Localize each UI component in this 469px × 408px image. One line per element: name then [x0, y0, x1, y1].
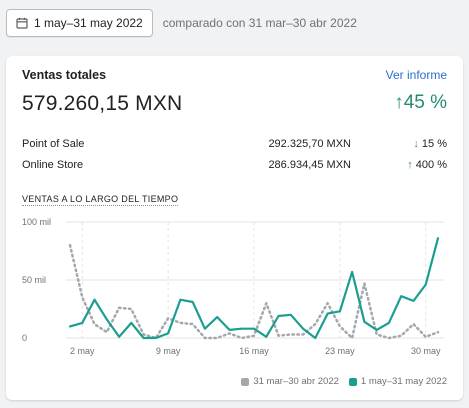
channel-change-value: 400 % — [415, 159, 447, 171]
channel-row-pos: Point of Sale 292.325,70 MXN ↓ 15 % — [22, 138, 447, 152]
legend-swatch — [348, 377, 357, 386]
x-tick-label: 2 may — [70, 346, 95, 356]
y-tick-label: 50 mil — [22, 275, 46, 285]
y-tick-label: 0 — [22, 333, 27, 343]
series-line-previous — [68, 243, 440, 340]
legend-label: 1 may–31 may 2022 — [360, 376, 447, 387]
growth-indicator: ↑45 % — [394, 92, 447, 114]
chart-title: VENTAS A LO LARGO DEL TIEMPO — [22, 194, 179, 206]
channel-change-value: 15 % — [421, 138, 447, 150]
arrow-up-icon: ↑ — [394, 92, 404, 113]
y-tick-label: 100 mil — [22, 217, 51, 227]
total-sales-card: Ventas totales Ver informe 579.260,15 MX… — [6, 56, 463, 400]
legend-swatch — [241, 377, 250, 386]
date-controls: 1 may–31 may 2022 comparado con 31 mar–3… — [6, 8, 357, 38]
channel-label: Point of Sale — [22, 138, 85, 150]
x-tick-label: 30 may — [411, 346, 441, 356]
channel-change: ↓ 15 % — [413, 138, 447, 150]
channel-row-online: Online Store 286.934,45 MXN ↑ 400 % — [22, 159, 447, 173]
channel-label: Online Store — [22, 159, 84, 171]
channel-value: 286.934,45 MXN — [268, 159, 351, 171]
card-title: Ventas totales — [22, 68, 107, 82]
chart-legend: 31 mar–30 abr 2022 1 may–31 may 2022 — [241, 376, 447, 387]
compare-text: comparado con 31 mar–30 abr 2022 — [162, 16, 357, 30]
x-tick-label: 23 may — [325, 346, 355, 356]
calendar-icon — [16, 17, 28, 29]
series-line-current — [68, 237, 440, 340]
x-tick-label: 16 may — [239, 346, 269, 356]
arrow-down-icon: ↓ — [413, 138, 419, 150]
legend-item-previous[interactable]: 31 mar–30 abr 2022 — [241, 376, 339, 387]
legend-item-current[interactable]: 1 may–31 may 2022 — [348, 376, 447, 387]
total-sales-value: 579.260,15 MXN — [22, 92, 183, 115]
sales-over-time-chart: 100 mil 50 mil 0 2 may 9 may 16 may 23 may 30 m… — [22, 217, 444, 356]
channel-change: ↑ 400 % — [407, 159, 447, 171]
legend-label: 31 mar–30 abr 2022 — [253, 376, 339, 387]
date-range-button[interactable]: 1 may–31 may 2022 — [6, 9, 153, 37]
channel-value: 292.325,70 MXN — [268, 138, 351, 150]
x-tick-label: 9 may — [156, 346, 181, 356]
growth-value: 45 % — [403, 92, 447, 113]
date-range-label: 1 may–31 may 2022 — [34, 16, 143, 30]
arrow-up-icon: ↑ — [407, 159, 413, 171]
view-report-link[interactable]: Ver informe — [385, 68, 447, 82]
